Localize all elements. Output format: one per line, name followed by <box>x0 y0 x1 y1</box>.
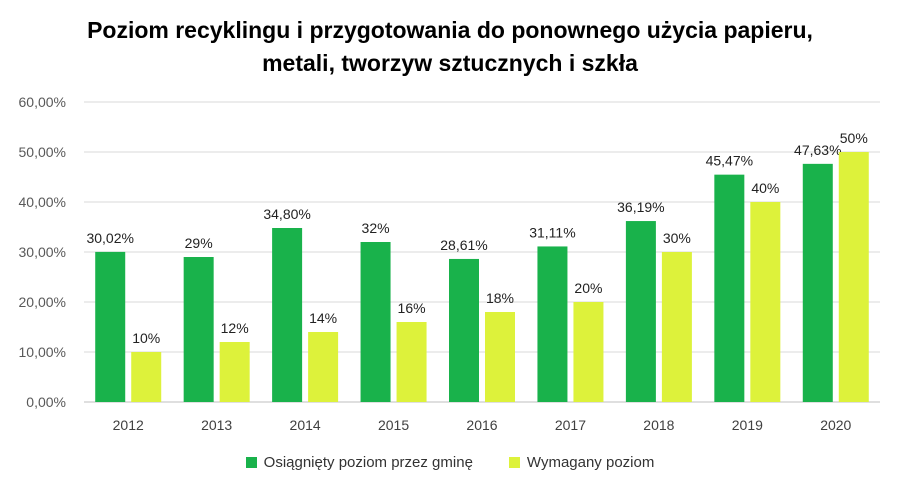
bar-required <box>131 352 162 402</box>
data-label: 30% <box>663 230 691 246</box>
bar-achieved <box>95 251 126 402</box>
data-label: 12% <box>221 320 249 336</box>
y-tick-label: 50,00% <box>19 144 66 160</box>
bar-required <box>396 322 427 402</box>
y-tick-label: 20,00% <box>19 294 66 310</box>
bar-achieved <box>714 174 745 402</box>
legend-item-achieved: Osiągnięty poziom przez gminę <box>245 454 473 471</box>
x-tick-label: 2015 <box>378 417 409 433</box>
data-label: 36,19% <box>617 199 664 215</box>
data-label: 47,63% <box>794 142 841 158</box>
x-tick-label: 2019 <box>732 417 763 433</box>
x-tick-label: 2012 <box>113 417 144 433</box>
x-tick-label: 2014 <box>290 417 321 433</box>
bar-achieved <box>272 228 303 402</box>
data-label: 20% <box>574 280 602 296</box>
data-label: 45,47% <box>706 153 753 169</box>
bar-required <box>838 152 869 402</box>
data-label: 34,80% <box>263 206 310 222</box>
x-tick-label: 2020 <box>820 417 851 433</box>
y-tick-label: 0,00% <box>26 394 66 410</box>
bar-required <box>661 252 692 402</box>
data-label: 32% <box>362 220 390 236</box>
bar-achieved <box>360 242 391 402</box>
chart-title: Poziom recyklingu i przygotowania do pon… <box>0 14 900 80</box>
chart-title-line-2: metali, tworzyw sztucznych i szkła <box>262 50 638 76</box>
data-label: 29% <box>185 235 213 251</box>
bar-required <box>573 302 604 402</box>
legend-label-required: Wymagany poziom <box>526 454 655 471</box>
data-label: 31,11% <box>529 224 575 240</box>
data-label: 40% <box>751 180 779 196</box>
legend-item-required: Wymagany poziom <box>508 454 655 471</box>
legend: Osiągnięty poziom przez gminę Wymagany p… <box>0 454 900 471</box>
data-label: 30,02% <box>86 230 133 246</box>
bar-achieved <box>537 246 568 402</box>
y-tick-label: 60,00% <box>19 94 66 110</box>
chart-title-line-1: Poziom recyklingu i przygotowania do pon… <box>87 17 813 43</box>
y-tick-label: 10,00% <box>19 344 66 360</box>
x-tick-label: 2017 <box>555 417 586 433</box>
bar-required <box>308 332 339 402</box>
y-tick-label: 40,00% <box>19 194 66 210</box>
bar-achieved <box>183 257 214 402</box>
bar-achieved <box>449 258 479 402</box>
bar-required <box>485 312 515 402</box>
data-label: 10% <box>132 330 160 346</box>
bar-achieved <box>802 163 833 402</box>
data-label: 18% <box>486 290 514 306</box>
x-tick-label: 2018 <box>643 417 674 433</box>
bar-required <box>750 202 781 402</box>
x-tick-label: 2016 <box>466 417 497 433</box>
legend-label-achieved: Osiągnięty poziom przez gminę <box>263 454 473 471</box>
y-tick-label: 30,00% <box>19 244 66 260</box>
data-label: 28,61% <box>440 237 487 253</box>
x-tick-label: 2013 <box>201 417 232 433</box>
data-label: 50% <box>840 130 868 146</box>
data-label: 14% <box>309 310 337 326</box>
data-label: 16% <box>398 300 426 316</box>
legend-swatch-achieved <box>245 457 257 468</box>
legend-swatch-required <box>508 457 520 468</box>
bar-achieved <box>625 221 656 402</box>
bar-required <box>219 342 250 402</box>
